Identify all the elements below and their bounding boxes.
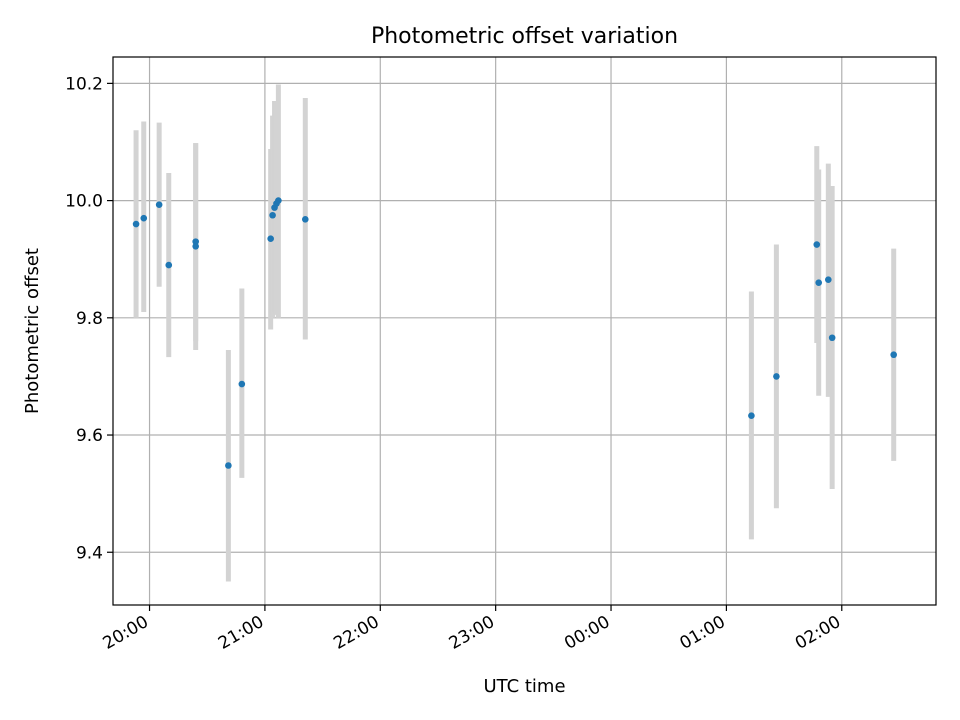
data-point <box>165 261 173 269</box>
data-point <box>225 462 232 469</box>
y-axis: 9.4 9.6 9.8 10.0 10.2 <box>65 74 113 563</box>
data-point <box>238 380 246 388</box>
chart-title: Photometric offset variation <box>371 24 678 49</box>
plot-frame <box>112 56 937 606</box>
data-point <box>748 412 755 419</box>
y-tick-label: 9.6 <box>76 426 103 446</box>
data-points <box>132 197 897 469</box>
data-point <box>815 279 823 286</box>
data-point <box>269 211 276 219</box>
data-point <box>192 238 199 245</box>
data-point <box>155 201 163 208</box>
x-axis-label: UTC time <box>483 676 565 697</box>
data-point <box>890 351 897 359</box>
data-point <box>301 216 309 223</box>
data-point <box>140 214 148 222</box>
y-tick-label: 9.4 <box>76 543 103 563</box>
grid <box>113 57 936 605</box>
y-tick-label: 9.8 <box>76 309 103 329</box>
data-point <box>267 235 274 242</box>
data-point <box>132 220 140 228</box>
data-point <box>813 241 821 248</box>
data-point <box>825 276 832 284</box>
y-tick-label: 10.0 <box>65 192 103 212</box>
data-point <box>828 334 836 342</box>
y-tick-label: 10.2 <box>65 74 103 94</box>
data-point <box>275 197 282 204</box>
data-point <box>773 373 780 380</box>
y-axis-label: Photometric offset <box>22 248 43 414</box>
data-point <box>192 243 199 250</box>
